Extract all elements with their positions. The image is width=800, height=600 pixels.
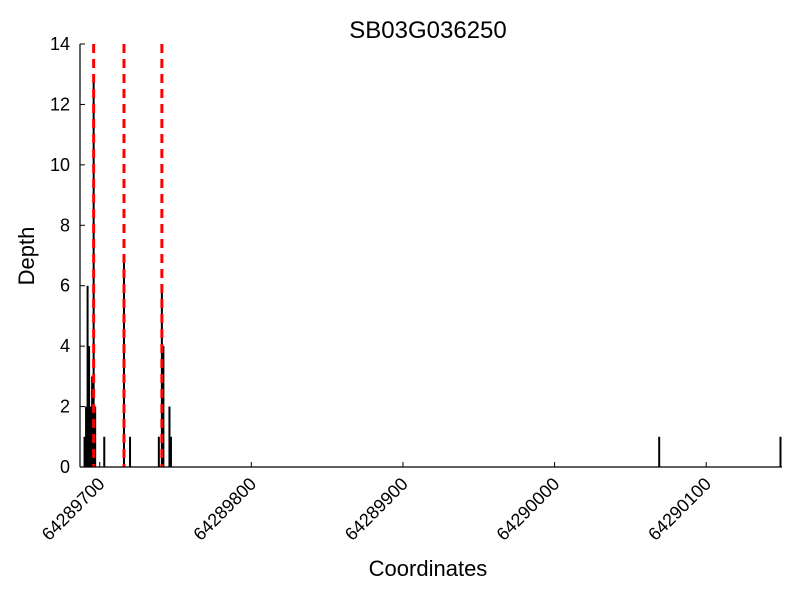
- y-tick-label: 14: [50, 34, 70, 54]
- x-tick-label: 64290100: [644, 474, 715, 545]
- y-axis-ticks: 0 2 4 6 8 10 12 14: [50, 34, 85, 477]
- y-tick-label: 10: [50, 155, 70, 175]
- y-tick-label: 8: [60, 215, 70, 235]
- x-tick-label: 64289700: [38, 474, 109, 545]
- x-tick-label: 64289900: [341, 474, 412, 545]
- x-axis-ticks: 64289700 64289800 64289900 64290000 64290100: [38, 462, 715, 544]
- plot-area: [83, 44, 782, 467]
- y-tick-label: 4: [60, 336, 70, 356]
- x-axis-title: Coordinates: [369, 556, 488, 581]
- y-tick-label: 6: [60, 276, 70, 296]
- y-tick-label: 12: [50, 94, 70, 114]
- x-tick-label: 64290000: [493, 474, 564, 545]
- chart-title: SB03G036250: [349, 17, 506, 44]
- y-tick-label: 0: [60, 457, 70, 477]
- x-tick-label: 64289800: [189, 474, 260, 545]
- y-axis-title: Depth: [14, 227, 39, 286]
- y-tick-label: 2: [60, 397, 70, 417]
